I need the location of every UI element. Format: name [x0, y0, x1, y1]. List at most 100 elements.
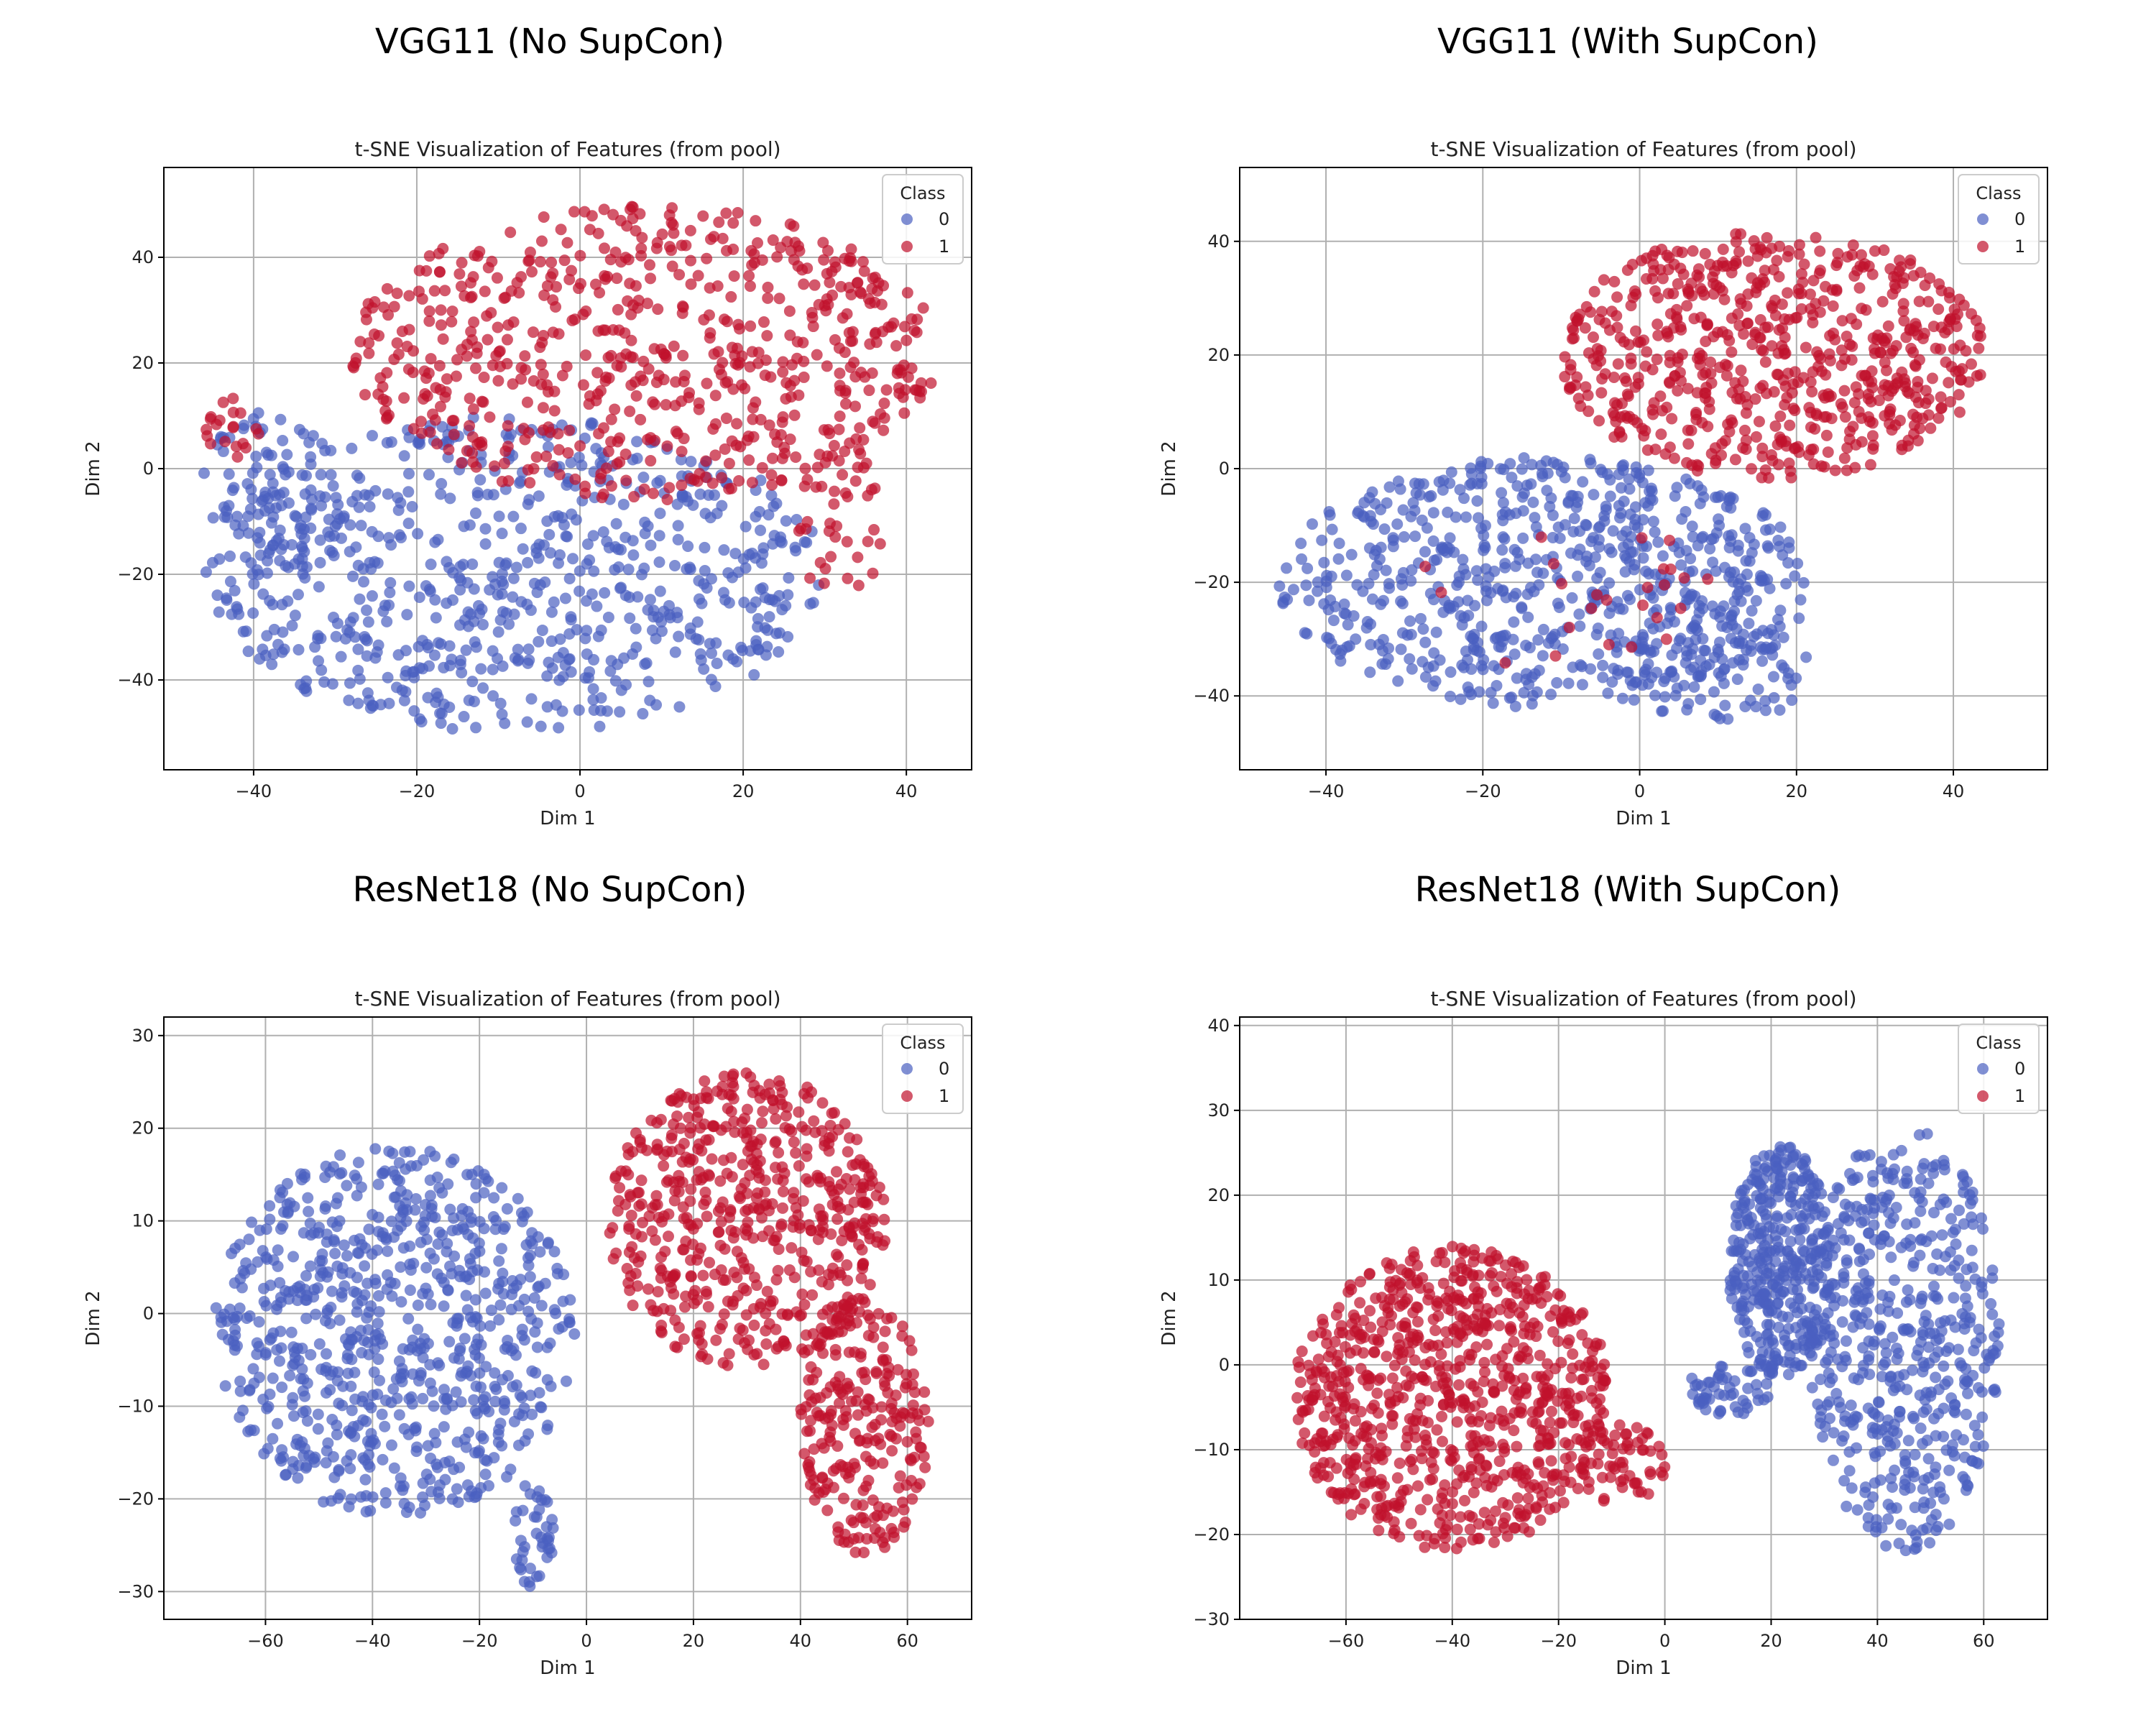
point-class-1 [1771, 254, 1783, 267]
point-class-0 [1396, 627, 1409, 639]
point-class-0 [522, 556, 534, 569]
point-class-1 [650, 1190, 663, 1202]
point-class-1 [1563, 622, 1575, 634]
point-class-0 [489, 1395, 502, 1407]
point-class-0 [573, 585, 586, 597]
point-class-0 [1621, 589, 1634, 602]
point-class-1 [1488, 1536, 1500, 1548]
point-class-0 [277, 1186, 289, 1198]
point-class-1 [545, 257, 558, 269]
point-class-0 [392, 1174, 404, 1186]
point-class-0 [267, 1372, 279, 1384]
point-class-0 [1735, 595, 1747, 607]
point-class-0 [1637, 552, 1649, 564]
point-class-1 [543, 421, 555, 433]
point-class-1 [877, 424, 890, 436]
point-class-0 [302, 1192, 314, 1204]
point-class-1 [811, 461, 824, 474]
point-class-0 [277, 435, 289, 447]
point-class-0 [1577, 476, 1589, 488]
point-class-0 [775, 531, 787, 543]
point-class-0 [1465, 477, 1478, 489]
point-class-0 [563, 573, 576, 585]
point-class-0 [1487, 697, 1499, 709]
point-class-1 [374, 372, 387, 384]
point-class-0 [483, 1480, 495, 1492]
point-class-0 [602, 611, 614, 623]
point-class-0 [1782, 557, 1795, 569]
point-class-1 [808, 1115, 820, 1127]
point-class-0 [1631, 522, 1644, 534]
point-class-1 [650, 376, 663, 388]
point-class-1 [693, 397, 705, 409]
point-class-1 [665, 1132, 678, 1144]
point-class-0 [487, 663, 499, 676]
point-class-0 [1774, 521, 1787, 533]
point-class-1 [862, 535, 874, 548]
point-class-0 [507, 510, 520, 523]
y-tick-label: −20 [1193, 1524, 1230, 1545]
point-class-0 [1774, 604, 1787, 617]
point-class-0 [250, 450, 262, 462]
point-class-1 [1661, 327, 1673, 339]
point-class-0 [1686, 520, 1698, 533]
y-tick-label: 40 [132, 247, 154, 267]
point-class-1 [600, 371, 612, 383]
point-class-1 [642, 433, 654, 446]
point-class-0 [1473, 512, 1485, 524]
point-class-0 [1295, 538, 1307, 550]
point-class-1 [1806, 385, 1818, 397]
point-class-1 [568, 206, 580, 218]
point-class-0 [333, 1168, 346, 1180]
point-class-0 [654, 585, 666, 597]
point-class-0 [496, 1374, 508, 1386]
point-class-0 [1350, 633, 1362, 645]
point-class-0 [1616, 530, 1628, 542]
point-class-0 [1659, 691, 1671, 703]
point-class-0 [502, 1334, 514, 1346]
point-class-0 [704, 512, 717, 524]
point-class-0 [237, 423, 249, 435]
point-class-1 [685, 1270, 697, 1282]
point-class-0 [361, 604, 373, 617]
point-class-0 [512, 1439, 525, 1451]
point-class-0 [405, 1391, 418, 1403]
point-class-1 [1838, 385, 1851, 397]
point-class-0 [1745, 645, 1757, 657]
point-class-0 [372, 1317, 384, 1330]
point-class-0 [531, 1341, 543, 1353]
point-class-1 [1766, 242, 1778, 254]
point-class-1 [555, 224, 567, 236]
point-class-1 [869, 482, 881, 494]
point-class-1 [1769, 420, 1782, 432]
point-class-0 [261, 1253, 273, 1265]
point-class-1 [521, 396, 533, 408]
point-class-1 [877, 1341, 889, 1353]
point-class-1 [592, 325, 604, 337]
point-class-1 [1789, 404, 1801, 416]
point-class-1 [826, 1184, 838, 1197]
point-class-1 [377, 393, 390, 405]
point-class-0 [398, 694, 410, 707]
point-class-0 [1565, 547, 1577, 559]
point-class-0 [402, 518, 415, 530]
point-class-1 [636, 231, 648, 244]
point-class-0 [1366, 593, 1378, 605]
point-class-0 [512, 1192, 524, 1205]
point-class-0 [1760, 524, 1772, 536]
point-class-0 [1508, 648, 1521, 661]
point-class-0 [1431, 553, 1443, 566]
point-class-0 [454, 584, 466, 596]
point-class-0 [361, 687, 374, 699]
point-class-1 [494, 360, 506, 372]
point-class-0 [320, 1160, 332, 1172]
point-class-1 [1774, 410, 1787, 423]
point-class-0 [571, 624, 583, 636]
point-class-1 [1687, 245, 1699, 257]
point-class-0 [1774, 704, 1786, 716]
point-class-0 [361, 1277, 374, 1289]
point-class-0 [1732, 545, 1744, 557]
point-class-1 [607, 1222, 619, 1234]
point-class-1 [841, 308, 853, 320]
point-class-1 [777, 1185, 789, 1197]
